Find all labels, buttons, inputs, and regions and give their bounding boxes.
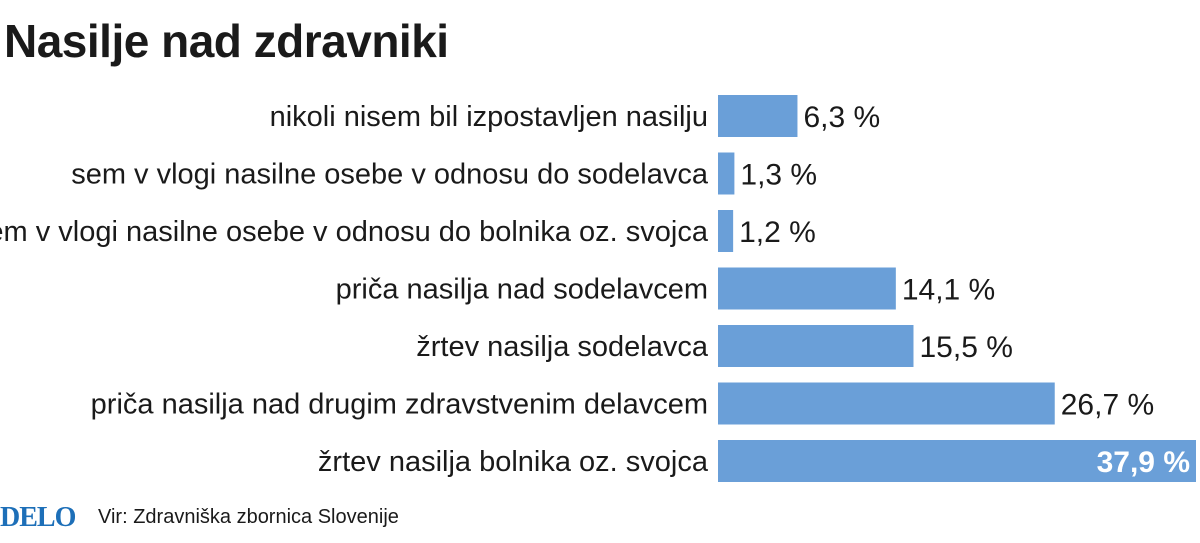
category-label: priča nasilja nad sodelavcem [336,274,708,306]
bar [718,95,798,137]
value-label: 1,3 % [740,159,817,192]
category-label: žrtev nasilja sodelavca [416,331,709,363]
bar [718,267,896,310]
bar [718,382,1055,425]
bar [718,210,734,252]
value-label: 26,7 % [1061,389,1154,422]
bar-chart: nikoli nisem bil izpostavljen nasilju 6,3… [0,95,1196,482]
category-label: žrtev nasilja bolnika oz. svojca [318,446,709,478]
chart-title: Nasilje nad zdravniki [4,15,449,67]
value-label: 37,9 % [1097,446,1190,479]
category-label: priča nasilja nad drugim zdravstvenim de… [91,389,708,421]
value-label: 1,2 % [739,216,816,249]
bar [718,440,1196,482]
value-label: 6,3 % [803,101,880,134]
bar [718,325,914,367]
value-label: 15,5 % [919,331,1012,364]
category-label: sem v vlogi nasilne osebe v odnosu do bo… [0,216,709,248]
category-label: nikoli nisem bil izpostavljen nasilju [270,101,708,133]
value-label: 14,1 % [902,274,995,307]
category-label: sem v vlogi nasilne osebe v odnosu do so… [71,159,709,191]
bar [718,152,735,195]
source-note: Vir: Zdravniška zbornica Slovenije [98,506,399,528]
delo-logo: DELO [0,502,76,533]
